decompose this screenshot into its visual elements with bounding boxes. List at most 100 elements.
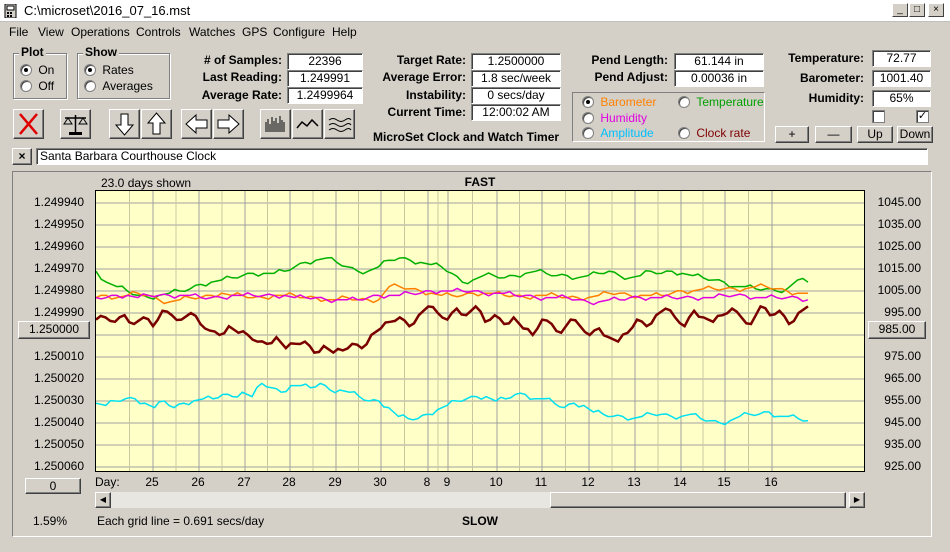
show-rates-radio[interactable]: Rates	[84, 63, 134, 79]
y-right-tick: 1045.00	[877, 195, 921, 209]
x-tick: 30	[373, 475, 387, 489]
amplitude-radio[interactable]: Amplitude	[582, 126, 654, 142]
y-left-tick: 1.249970	[33, 261, 84, 275]
x-tick: 10	[489, 475, 503, 489]
x-tick: 13	[627, 475, 641, 489]
percent-label: 1.59%	[33, 514, 68, 528]
x-tick: 14	[673, 475, 687, 489]
left-arrow-button[interactable]	[181, 109, 212, 139]
y-right-tick: 1015.00	[877, 261, 921, 275]
last-reading-field: 1.249991	[287, 70, 363, 87]
right-arrow-button[interactable]	[213, 109, 244, 139]
balance-button[interactable]	[60, 109, 91, 139]
y-right-tick: 1005.00	[877, 283, 921, 297]
horizontal-scrollbar[interactable]: ◀ ▶	[95, 492, 865, 508]
up-arrow-button[interactable]	[141, 109, 172, 139]
y-right-tick: 1025.00	[877, 239, 921, 253]
plot-off-radio[interactable]: Off	[20, 79, 55, 95]
wave-view-button[interactable]	[324, 109, 355, 139]
y-right-tick: 925.00	[884, 459, 921, 473]
close-button[interactable]: ×	[928, 3, 944, 17]
pend-length-label: Pend Length:	[591, 53, 668, 67]
barometer-radio[interactable]: Barometer	[582, 95, 657, 111]
menu-bar: File View Operations Controls Watches GP…	[0, 22, 950, 42]
y-left-tick: 1.249980	[33, 283, 84, 297]
center-rate-button[interactable]: 1.250000	[18, 321, 90, 339]
menu-configure[interactable]: Configure	[273, 25, 326, 39]
stop-button[interactable]	[13, 109, 44, 139]
watch-name-field[interactable]: Santa Barbara Courthouse Clock	[36, 148, 928, 165]
y-left-tick: 1.249950	[33, 217, 84, 231]
scale-plus-button[interactable]: +	[775, 126, 809, 143]
days-shown-label: 23.0 days shown	[101, 176, 192, 190]
radio-off-icon	[678, 127, 690, 139]
clock-rate-option-label: Clock rate	[696, 126, 751, 140]
menu-watches[interactable]: Watches	[189, 25, 236, 39]
instability-field: 0 secs/day	[471, 87, 561, 104]
menu-file[interactable]: File	[9, 25, 29, 39]
clear-watch-button[interactable]: ×	[12, 148, 32, 165]
scale-minus-button[interactable]: —	[815, 126, 852, 143]
scrollbar-thumb[interactable]	[550, 492, 846, 508]
barometer-option-label: Barometer	[600, 95, 657, 109]
menu-operations[interactable]: Operations	[71, 25, 130, 39]
line-chart-icon	[296, 118, 319, 129]
fast-label: FAST	[464, 175, 496, 189]
pend-length-field[interactable]: 61.144 in	[674, 53, 764, 70]
arrow-right-icon	[217, 113, 240, 135]
center-barometer-button[interactable]: 985.00	[868, 321, 926, 339]
temperature-radio[interactable]: Temperature	[678, 95, 764, 111]
show-rates-label: Rates	[102, 63, 134, 77]
scroll-down-button[interactable]: Down	[897, 126, 933, 143]
humidity-radio[interactable]: Humidity	[582, 111, 648, 127]
y-left-tick: 1.250060	[33, 459, 84, 473]
x-tick: 26	[191, 475, 205, 489]
down-arrow-button[interactable]	[109, 109, 140, 139]
bar-view-button[interactable]	[260, 109, 291, 139]
show-averages-radio[interactable]: Averages	[84, 79, 153, 95]
plot-group-label: Plot	[19, 45, 46, 59]
samples-label: # of Samples:	[203, 53, 282, 67]
pend-adjust-label: Pend Adjust:	[594, 70, 668, 84]
scroll-left-button[interactable]: ◀	[95, 492, 111, 508]
plot-off-label: Off	[38, 79, 55, 93]
x-tick: 29	[328, 475, 342, 489]
series-line-3	[95, 304, 809, 355]
y-right-tick: 1035.00	[877, 217, 921, 231]
arrow-down-icon	[114, 113, 135, 136]
plot-on-radio[interactable]: On	[20, 63, 54, 79]
minimize-button[interactable]: _	[892, 3, 908, 17]
line-view-button[interactable]	[292, 109, 323, 139]
window-title: C:\microset\2016_07_16.mst	[24, 3, 191, 18]
offset-button[interactable]: 0	[25, 478, 81, 494]
target-rate-field[interactable]: 1.2500000	[471, 53, 561, 70]
series-line-2	[95, 287, 809, 306]
x-tick: 28	[282, 475, 296, 489]
clock-rate-radio[interactable]: Clock rate	[678, 126, 751, 142]
humidity-option-label: Humidity	[600, 111, 648, 125]
x-tick: 12	[581, 475, 595, 489]
instability-label: Instability:	[405, 88, 466, 102]
menu-view[interactable]: View	[38, 25, 64, 39]
wave-icon	[328, 118, 352, 132]
series-line-4	[95, 382, 809, 426]
menu-controls[interactable]: Controls	[136, 25, 181, 39]
average-rate-field: 1.2499964	[287, 87, 363, 104]
red-x-icon	[19, 113, 38, 135]
scroll-right-button[interactable]: ▶	[849, 492, 865, 508]
scroll-up-button[interactable]: Up	[857, 126, 893, 143]
menu-gps[interactable]: GPS	[242, 25, 268, 39]
maximize-button[interactable]: □	[909, 3, 925, 17]
menu-help[interactable]: Help	[332, 25, 357, 39]
checkbox-1[interactable]	[872, 110, 885, 123]
humidity-field: 65%	[872, 90, 931, 107]
temperature-label: Temperature:	[788, 51, 864, 65]
checkbox-2[interactable]: ✓	[916, 110, 929, 123]
app-icon	[4, 4, 17, 18]
title-bar: C:\microset\2016_07_16.mst _ □ ×	[0, 0, 950, 22]
x-tick: 8	[423, 475, 431, 489]
chart-panel	[12, 171, 932, 537]
bar-chart-icon	[265, 116, 285, 132]
barometer-field: 1001.40	[872, 70, 931, 87]
current-time-label: Current Time:	[387, 105, 466, 119]
